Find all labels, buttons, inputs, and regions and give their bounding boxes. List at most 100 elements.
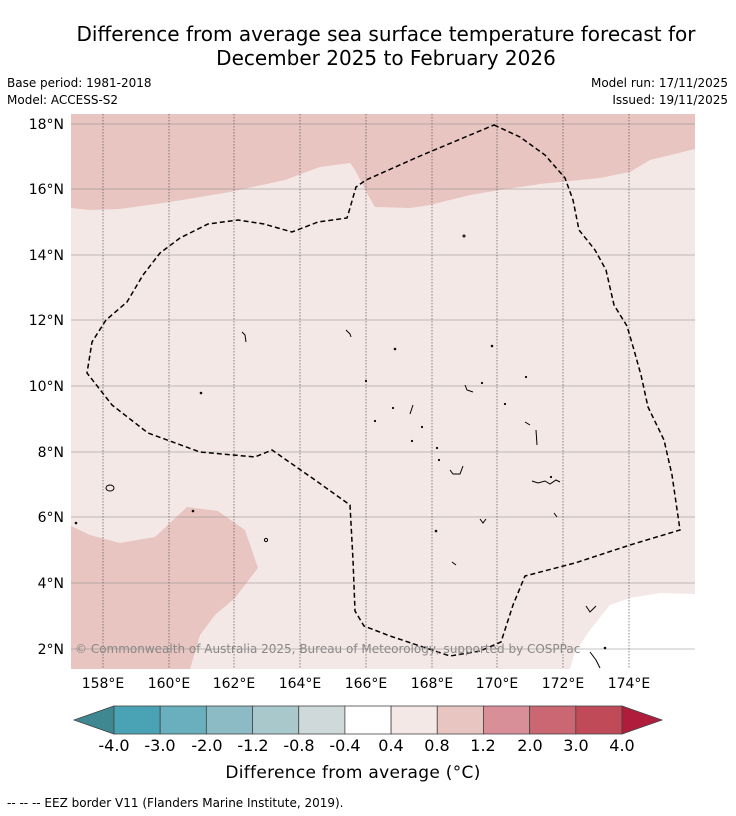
- island-small-24: [531, 479, 561, 485]
- island-small-31: [589, 651, 601, 669]
- island-small-9: [199, 391, 203, 395]
- island-small-13: [503, 402, 507, 406]
- colorbar-extend-low: [72, 705, 115, 735]
- colorbar-cell: [113, 705, 161, 735]
- model-text: Model: ACCESS-S2: [7, 93, 119, 107]
- island-small-4: [241, 331, 247, 343]
- island-small-28: [434, 529, 438, 533]
- colorbar-cell: [252, 705, 300, 735]
- island-small-5: [345, 329, 352, 338]
- island-small-8: [364, 379, 368, 383]
- island-small-30: [585, 605, 597, 613]
- latitude-gridlines: [71, 123, 695, 650]
- colorbar-cell: [436, 705, 484, 735]
- island-small-1: [74, 521, 78, 525]
- island-small-17: [420, 425, 424, 429]
- lat-label-8n: 8°N: [38, 445, 64, 461]
- island-small-29: [451, 561, 457, 566]
- lon-label-164e: 164°E: [279, 676, 322, 692]
- title-line-2: December 2025 to February 2026: [216, 46, 556, 70]
- lat-label-6n: 6°N: [38, 510, 64, 526]
- colorbar-cell: [159, 705, 207, 735]
- longitude-labels: 158°E 160°E 162°E 164°E 166°E 168°E 170°…: [82, 676, 651, 692]
- colorbar-label: -2.0: [191, 736, 223, 755]
- lon-label-170e: 170°E: [476, 676, 519, 692]
- lon-label-166e: 166°E: [345, 676, 388, 692]
- island-small-16: [373, 419, 377, 423]
- island-small-19: [435, 446, 439, 450]
- lat-label-12n: 12°N: [29, 313, 64, 329]
- lat-label-18n: 18°N: [29, 117, 64, 133]
- island-pohnpei: [105, 484, 115, 492]
- island-kosrae: [263, 537, 269, 543]
- island-small-26: [553, 512, 558, 518]
- island-small-20: [437, 458, 441, 462]
- island-small-23: [535, 429, 538, 446]
- colorbar-label: 4.0: [609, 736, 635, 755]
- lat-label-14n: 14°N: [29, 248, 64, 264]
- island-small-32: [603, 646, 607, 650]
- copyright-text: © Commonwealth of Australia 2025, Bureau…: [75, 642, 580, 656]
- island-small-15: [409, 404, 414, 415]
- lon-label-158e: 158°E: [82, 676, 125, 692]
- colorbar-label: -3.0: [144, 736, 176, 755]
- lat-label-2n: 2°N: [38, 642, 64, 658]
- latitude-labels: 18°N 16°N 14°N 12°N 10°N 8°N 6°N 4°N 2°N: [29, 117, 64, 658]
- colorbar-cell: [483, 705, 531, 735]
- colorbar-cell: [298, 705, 346, 735]
- eez-border: [86, 124, 681, 657]
- island-small-12: [524, 375, 528, 379]
- eez-legend: -- -- -- EEZ border V11 (Flanders Marine…: [7, 796, 344, 810]
- colorbar-label: 0.4: [378, 736, 404, 755]
- island-small-22: [524, 421, 531, 426]
- anomaly-region-north: [71, 114, 695, 210]
- chart-title: Difference from average sea surface temp…: [0, 22, 736, 70]
- island-small-3: [462, 234, 466, 238]
- colorbar-label: -0.8: [283, 736, 315, 755]
- colorbar-label: 1.2: [470, 736, 496, 755]
- lon-label-174e: 174°E: [608, 676, 651, 692]
- lon-label-160e: 160°E: [148, 676, 191, 692]
- colorbar-label: 2.0: [517, 736, 543, 755]
- lat-label-16n: 16°N: [29, 182, 64, 198]
- colorbar-label: -4.0: [98, 736, 130, 755]
- islands: [74, 234, 607, 669]
- colorbar-cell: [529, 705, 577, 735]
- lon-label-172e: 172°E: [542, 676, 585, 692]
- colorbar: [72, 705, 664, 735]
- map-area: © Commonwealth of Australia 2025, Bureau…: [71, 114, 695, 669]
- colorbar-cell: [390, 705, 438, 735]
- lat-label-10n: 10°N: [29, 379, 64, 395]
- island-small-6: [393, 347, 397, 351]
- meta-left: Base period: 1981-2018 Model: ACCESS-S2: [7, 75, 152, 109]
- issued-text: Issued: 19/11/2025: [612, 93, 728, 107]
- lon-label-168e: 168°E: [411, 676, 454, 692]
- base-period-text: Base period: 1981-2018: [7, 76, 152, 90]
- island-small-11: [480, 381, 484, 385]
- colorbar-cells: [113, 705, 623, 735]
- island-small-18: [410, 439, 414, 443]
- longitude-gridlines: [102, 114, 630, 669]
- colorbar-title: Difference from average (°C): [225, 763, 481, 783]
- meta-right: Model run: 17/11/2025 Issued: 19/11/2025: [591, 75, 728, 109]
- colorbar-title-wrap: Difference from average (°C): [0, 763, 736, 783]
- colorbar-label: 0.8: [424, 736, 450, 755]
- anomaly-region-southeast: [570, 593, 695, 669]
- island-small-27: [479, 518, 487, 524]
- anomaly-region-southwest: [71, 507, 258, 669]
- colorbar-cell: [344, 705, 392, 735]
- lat-label-4n: 4°N: [38, 576, 64, 592]
- colorbar-cell: [575, 705, 623, 735]
- colorbar-label: 3.0: [563, 736, 589, 755]
- island-small-21: [449, 465, 464, 475]
- colorbar-label: -0.4: [329, 736, 361, 755]
- colorbar-label: -1.2: [237, 736, 269, 755]
- model-run-text: Model run: 17/11/2025: [590, 76, 728, 90]
- title-line-1: Difference from average sea surface temp…: [76, 22, 696, 46]
- island-small-25: [549, 475, 553, 479]
- colorbar-extend-high: [621, 705, 664, 735]
- island-small-2: [191, 509, 195, 513]
- lon-label-162e: 162°E: [213, 676, 256, 692]
- island-small-14: [391, 406, 395, 410]
